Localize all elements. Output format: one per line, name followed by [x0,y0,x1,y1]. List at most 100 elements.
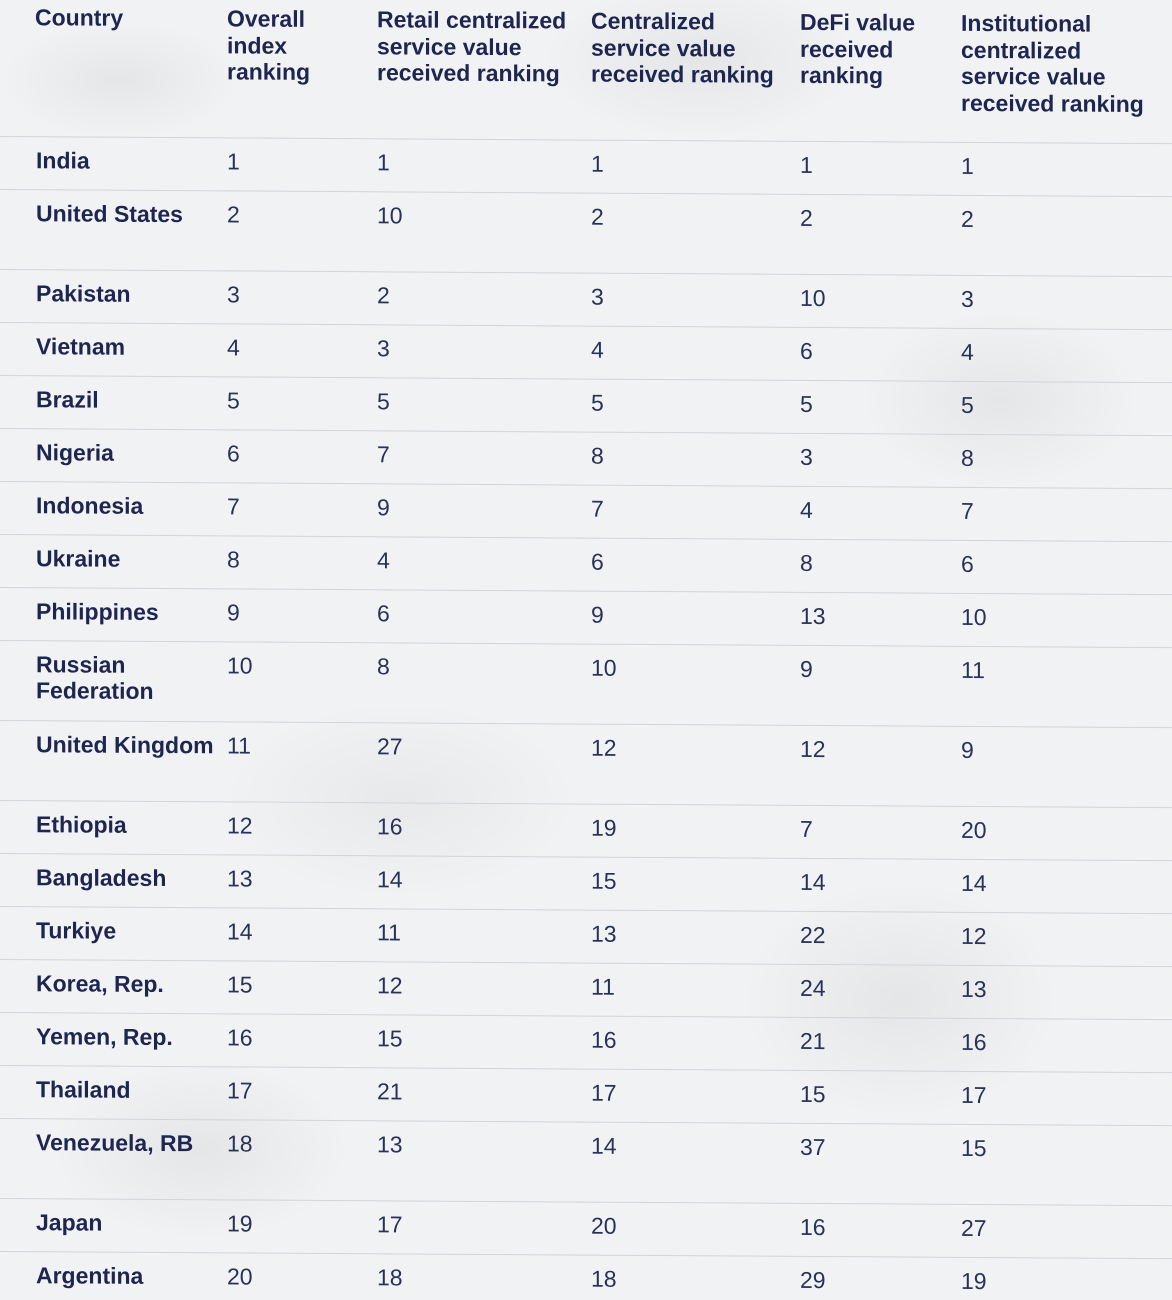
centralized-cell: 4 [586,325,795,380]
header-defi-ranking: DeFi value received ranking [800,8,916,89]
country-cell: Bangladesh [0,853,222,908]
institutional-cell: 10 [956,592,1172,648]
institutional-cell: 1 [956,141,1172,197]
institutional-cell: 9 [956,725,1172,808]
retail-centralized-cell: 14 [372,855,586,910]
centralized-cell: 13 [586,909,795,964]
institutional-cell: 5 [956,380,1172,436]
institutional-cell: 12 [956,911,1172,967]
defi-cell: 5 [795,379,956,434]
centralized-cell: 3 [586,272,795,327]
defi-cell: 22 [795,910,956,965]
defi-cell: 6 [795,326,956,381]
header-country: Country [35,4,124,31]
table-body: India 1 1 1 1 1 United States 2 10 2 2 2 Pakistan 3 2 3… [0,136,1172,1300]
centralized-cell: 11 [586,962,795,1017]
defi-cell: 37 [795,1122,956,1204]
table-row: United Kingdom 11 27 12 12 9 [0,720,1172,808]
centralized-cell: 1 [586,139,795,194]
table-row: Argentina 20 18 18 29 19 [0,1251,1172,1300]
institutional-cell: 13 [956,964,1172,1020]
defi-cell: 4 [795,485,956,540]
country-cell: Venezuela, RB [0,1118,222,1200]
table-row: Vietnam 4 3 4 6 4 [0,322,1172,383]
centralized-cell: 10 [586,643,795,725]
table-row: Nigeria 6 7 8 3 8 [0,428,1172,489]
centralized-cell: 15 [586,856,795,911]
header-overall-index-ranking: Overall index ranking [227,5,311,85]
country-cell: Russian Federation [0,640,222,722]
country-cell: Korea, Rep. [0,959,222,1014]
country-cell: Nigeria [0,428,222,483]
institutional-cell: 17 [956,1070,1172,1126]
country-cell: Brazil [0,375,222,430]
table-row: Venezuela, RB 18 13 14 37 15 [0,1118,1172,1206]
overall-index-cell: 14 [222,907,372,962]
table-row: Pakistan 3 2 3 10 3 [0,269,1172,330]
table-row: Ethiopia 12 16 19 7 20 [0,800,1172,861]
defi-cell: 21 [795,1016,956,1071]
table-row: India 1 1 1 1 1 [0,136,1172,197]
institutional-cell: 15 [956,1123,1172,1206]
defi-cell: 15 [795,1069,956,1124]
defi-cell: 14 [795,857,956,912]
country-cell: Argentina [0,1251,222,1300]
retail-centralized-cell: 16 [372,802,586,857]
country-cell: Yemen, Rep. [0,1012,222,1067]
table-row: Russian Federation 10 8 10 9 11 [0,640,1172,728]
table-row: Japan 19 17 20 16 27 [0,1198,1172,1259]
institutional-cell: 6 [956,539,1172,595]
institutional-cell: 4 [956,327,1172,383]
retail-centralized-cell: 3 [372,324,586,379]
centralized-cell: 7 [586,484,795,539]
overall-index-cell: 17 [222,1066,372,1121]
overall-index-cell: 10 [222,641,372,723]
institutional-cell: 8 [956,433,1172,489]
centralized-cell: 14 [586,1121,795,1203]
centralized-cell: 20 [586,1201,795,1256]
table-row: United States 2 10 2 2 2 [0,189,1172,277]
retail-centralized-cell: 12 [372,961,586,1016]
retail-centralized-cell: 6 [372,589,586,644]
overall-index-cell: 13 [222,854,372,909]
retail-centralized-cell: 13 [372,1120,586,1202]
institutional-cell: 2 [956,194,1172,277]
institutional-cell: 14 [956,858,1172,914]
retail-centralized-cell: 7 [372,430,586,485]
defi-cell: 7 [795,804,956,859]
centralized-cell: 16 [586,1015,795,1070]
country-cell: Indonesia [0,481,222,536]
centralized-cell: 12 [586,723,795,805]
defi-cell: 2 [795,193,956,275]
defi-cell: 13 [795,591,956,646]
retail-centralized-cell: 4 [372,536,586,591]
table-header: Country Overall index ranking Retail cen… [0,0,1172,143]
centralized-cell: 17 [586,1068,795,1123]
centralized-cell: 9 [586,590,795,645]
retail-centralized-cell: 21 [372,1067,586,1122]
overall-index-cell: 16 [222,1013,372,1068]
institutional-cell: 20 [956,805,1172,861]
retail-centralized-cell: 1 [372,138,586,193]
institutional-cell: 11 [956,645,1172,728]
retail-centralized-cell: 5 [372,377,586,432]
country-cell: Turkiye [0,906,222,961]
country-cell: India [0,136,222,191]
country-cell: Thailand [0,1065,222,1120]
institutional-cell: 7 [956,486,1172,542]
header-retail-centralized-ranking: Retail centralized service value receive… [377,6,567,87]
country-cell: United States [0,189,222,271]
retail-centralized-cell: 11 [372,908,586,963]
overall-index-cell: 5 [222,376,372,431]
institutional-cell: 27 [956,1203,1172,1259]
defi-cell: 10 [795,273,956,328]
header-row: Country Overall index ranking Retail cen… [0,0,1172,143]
country-cell: Vietnam [0,322,222,377]
header-institutional-ranking: Institutional centralized service value … [961,9,1144,117]
centralized-cell: 19 [586,803,795,858]
retail-centralized-cell: 2 [372,271,586,326]
institutional-cell: 19 [956,1256,1172,1300]
overall-index-cell: 4 [222,323,372,378]
